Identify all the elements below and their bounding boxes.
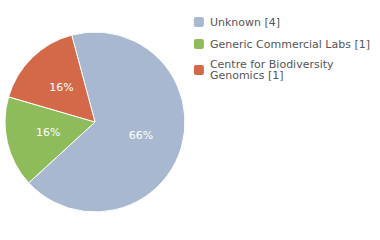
svg-text:Centre for Biodiversity: Centre for Biodiversity	[209, 58, 334, 71]
svg-text:16%: 16%	[36, 126, 60, 139]
svg-text:Genomics [1]: Genomics [1]	[210, 69, 284, 82]
svg-text:66%: 66%	[129, 129, 153, 142]
svg-text:Generic Commercial Labs [1]: Generic Commercial Labs [1]	[210, 38, 370, 51]
svg-text:Unknown [4]: Unknown [4]	[210, 16, 280, 29]
svg-text:16%: 16%	[49, 81, 73, 94]
